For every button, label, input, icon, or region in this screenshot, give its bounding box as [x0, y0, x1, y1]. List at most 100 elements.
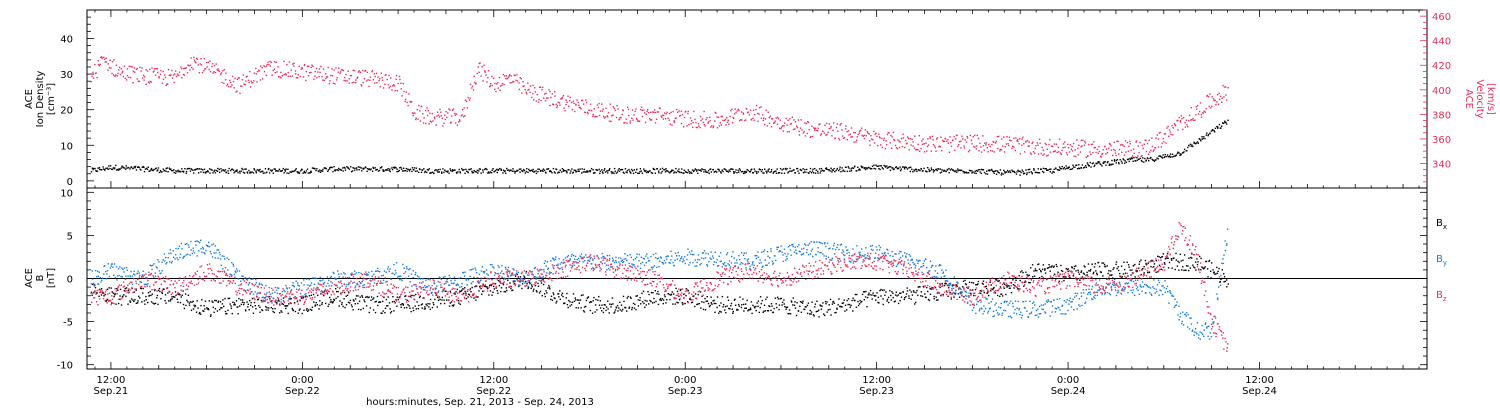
velocity-point	[659, 107, 661, 110]
Bx-series-point	[370, 299, 372, 301]
Bx-series-point	[314, 305, 316, 307]
density-point	[935, 168, 937, 170]
By-series-point	[303, 284, 305, 286]
Bx-series-point	[496, 290, 498, 292]
velocity-point	[182, 73, 185, 76]
density-point	[871, 168, 873, 170]
density-point	[470, 168, 472, 170]
Bx-series-point	[920, 295, 922, 297]
Bx-series-point	[189, 301, 192, 303]
velocity-point	[1047, 154, 1049, 156]
Bx-series-point	[1117, 266, 1119, 268]
Bx-series-point	[378, 301, 380, 303]
velocity-point	[1005, 143, 1007, 145]
Bx-series-point	[379, 301, 381, 303]
density-point	[999, 169, 1002, 171]
density-point	[960, 169, 962, 172]
velocity-point	[767, 111, 769, 113]
velocity-point	[495, 90, 497, 93]
velocity-point	[380, 72, 382, 74]
velocity-point	[297, 73, 299, 76]
Bx-series-point	[1210, 277, 1212, 279]
density-point	[406, 170, 408, 172]
By-series-point	[240, 283, 243, 285]
By-series-point	[477, 281, 480, 283]
By-series-point	[376, 270, 378, 272]
velocity-point	[518, 82, 520, 84]
Bx-series-point	[939, 286, 941, 289]
density-point	[297, 172, 299, 174]
velocity-point	[1090, 144, 1093, 146]
velocity-point	[814, 128, 816, 130]
Bx-series-point	[783, 303, 785, 305]
velocity-point	[727, 119, 729, 122]
Bx-series-point	[746, 299, 748, 302]
Bx-series-point	[678, 299, 681, 301]
velocity-point	[1164, 133, 1167, 135]
Bx-series-point	[1117, 269, 1120, 272]
velocity-point	[926, 145, 929, 148]
By-series-point	[192, 250, 195, 252]
density-point	[283, 172, 285, 174]
velocity-point	[588, 109, 590, 111]
density-point	[1186, 150, 1188, 152]
Bx-series-point	[384, 312, 386, 314]
velocity-point	[461, 114, 463, 116]
Bx-series-point	[465, 297, 468, 300]
Bx-series-point	[396, 305, 398, 307]
Bx-series-point	[583, 306, 586, 308]
density-point	[948, 172, 950, 174]
velocity-point	[999, 150, 1001, 152]
Bx-series-point	[429, 298, 432, 301]
density-point	[194, 169, 196, 171]
By-series-point	[515, 272, 518, 274]
By-series-point	[186, 253, 189, 255]
Bx-series-point	[282, 303, 284, 306]
Bx-series-point	[1226, 286, 1228, 288]
By-series-point	[192, 247, 194, 249]
Bx-series-point	[296, 300, 299, 303]
By-series-point	[144, 283, 146, 285]
Bx-series-point	[595, 298, 597, 301]
velocity-point	[629, 120, 632, 122]
Bx-series-point	[752, 304, 754, 307]
density-point	[294, 169, 297, 171]
Bx-series-point	[652, 292, 654, 294]
Bx-series-point	[1014, 284, 1016, 287]
density-point	[1031, 172, 1033, 175]
velocity-point	[599, 110, 602, 112]
Bx-series-point	[776, 296, 779, 298]
Bx-series-point	[1041, 275, 1043, 278]
density-point	[109, 167, 111, 170]
By-series-point	[332, 271, 334, 274]
Bx-series-point	[259, 311, 261, 313]
velocity-point	[454, 114, 457, 116]
Bx-series-point	[201, 299, 203, 301]
density-point	[840, 171, 842, 173]
Bx-series-point	[705, 300, 707, 302]
Bx-series-point	[386, 305, 388, 307]
velocity-point	[211, 63, 214, 65]
density-point	[335, 169, 337, 171]
velocity-point	[1056, 151, 1058, 154]
Bx-series-point	[174, 291, 177, 293]
velocity-point	[316, 77, 318, 79]
velocity-point	[1137, 145, 1139, 147]
velocity-point	[808, 128, 810, 131]
By-series-point	[527, 285, 530, 288]
density-point	[884, 165, 886, 167]
velocity-point	[408, 93, 410, 95]
velocity-point	[1179, 121, 1181, 123]
Bx-series-point	[804, 308, 806, 311]
velocity-point	[969, 134, 971, 137]
velocity-point	[1191, 119, 1193, 121]
velocity-point	[755, 104, 758, 107]
velocity-point	[667, 117, 669, 119]
velocity-point	[1184, 122, 1186, 124]
density-point	[109, 165, 112, 167]
density-point	[343, 166, 345, 169]
velocity-point	[1087, 155, 1089, 157]
density-point	[971, 170, 973, 172]
Bx-series-point	[755, 305, 757, 308]
velocity-point	[1171, 124, 1173, 127]
